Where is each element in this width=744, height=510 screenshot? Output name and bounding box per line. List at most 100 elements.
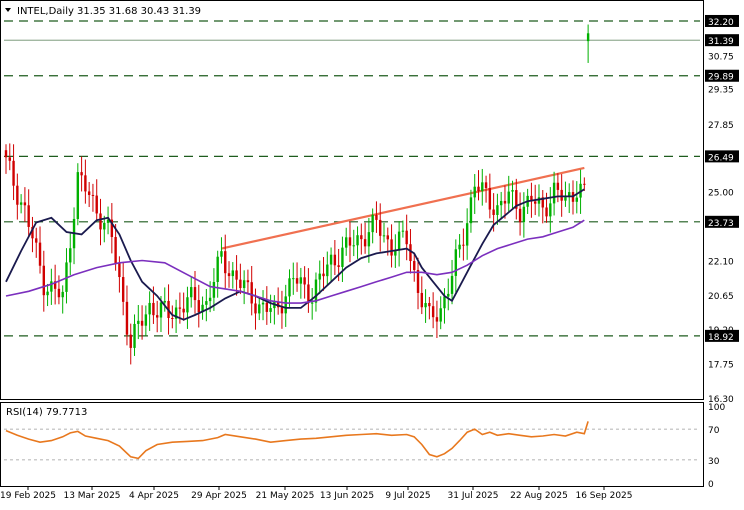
candle-body	[511, 190, 514, 192]
level-price-tag: 32.20	[705, 14, 739, 28]
level-price-tag: 29.89	[705, 69, 739, 83]
candle-body	[394, 250, 397, 256]
candle-body	[182, 308, 185, 313]
last-price-tag-text: 31.39	[708, 37, 734, 47]
y-tick-label: 17.75	[708, 361, 734, 371]
candle	[129, 323, 132, 365]
candle-body	[360, 235, 363, 240]
candle-body	[118, 263, 121, 278]
candle-body	[431, 306, 435, 318]
candle-body	[265, 302, 269, 312]
candle-body	[326, 264, 329, 277]
candle	[38, 226, 42, 274]
candle	[4, 144, 8, 174]
y-tick-label: 27.85	[708, 121, 734, 131]
fast-ma-line	[5, 188, 585, 321]
candle-body	[541, 197, 544, 208]
candle	[224, 234, 227, 290]
candle	[405, 214, 408, 261]
candle	[428, 296, 431, 320]
x-tick-label: 13 Mar 2025	[63, 491, 120, 501]
candle	[333, 240, 337, 276]
candle	[80, 156, 83, 192]
candle-body	[152, 302, 155, 316]
candle-body	[499, 200, 503, 206]
candle-body	[19, 202, 23, 205]
candle-body	[121, 277, 125, 302]
candle-body	[424, 303, 427, 308]
candle	[329, 247, 333, 282]
candle-body	[473, 186, 476, 198]
candle	[76, 163, 80, 226]
candle-body	[345, 237, 348, 248]
y-tick-label: 22.10	[708, 257, 734, 267]
candle-body	[454, 249, 458, 276]
candle-body	[27, 205, 30, 227]
last-price-tag: 31.39	[705, 34, 739, 47]
candle	[469, 189, 473, 233]
candle-body	[367, 232, 371, 247]
candle-body	[549, 203, 552, 217]
candle	[261, 290, 265, 321]
candle-body	[522, 206, 526, 223]
candle	[541, 190, 544, 224]
candle	[84, 159, 87, 204]
candle	[397, 221, 401, 267]
candle-body	[87, 191, 91, 195]
candle-body	[38, 242, 42, 266]
y-tick-label: 25.00	[708, 189, 734, 199]
price-panel	[0, 0, 704, 400]
candle-body	[295, 278, 299, 284]
candle-body	[208, 297, 212, 302]
candle-body	[310, 302, 314, 304]
candle	[575, 181, 578, 214]
candle	[488, 173, 492, 219]
candle	[121, 262, 125, 316]
candle-body	[80, 172, 83, 176]
candle	[190, 277, 193, 308]
candle	[12, 144, 15, 201]
candle	[8, 143, 11, 171]
candle	[197, 284, 200, 328]
rsi-line	[5, 421, 589, 460]
candle	[560, 174, 563, 217]
candle-body	[280, 307, 284, 314]
candle-body	[428, 303, 431, 307]
candle-body	[288, 278, 291, 297]
rsi-y-tick-label: 100	[708, 403, 725, 413]
level-price-tag: 18.92	[705, 329, 739, 343]
candle-body	[488, 187, 492, 210]
price-plot	[4, 20, 700, 365]
candle	[69, 231, 72, 276]
candle	[216, 250, 219, 298]
candle	[420, 276, 423, 315]
candle	[515, 178, 518, 220]
candle-body	[530, 195, 533, 202]
candle-body	[61, 291, 64, 298]
candle	[379, 203, 382, 252]
candle	[163, 287, 166, 312]
candle	[586, 24, 590, 63]
candle	[382, 222, 386, 243]
candle	[424, 289, 427, 323]
candle	[27, 189, 30, 238]
candle-body	[386, 235, 389, 240]
candle	[269, 294, 272, 324]
candle	[91, 183, 95, 212]
candle-body	[556, 182, 560, 190]
candle-body	[382, 235, 386, 237]
candle	[458, 234, 461, 258]
candle	[341, 236, 344, 282]
candle-body	[337, 265, 340, 267]
candle	[326, 251, 329, 286]
candle	[443, 288, 446, 324]
level-price-tag: 23.73	[705, 215, 739, 229]
candle-body	[246, 280, 250, 283]
candle	[239, 263, 242, 295]
y-tick-label: 29.35	[708, 86, 734, 96]
candle-body	[140, 320, 144, 326]
collapse-triangle-icon[interactable]	[5, 8, 11, 12]
candle	[568, 183, 571, 214]
candle-body	[69, 248, 72, 263]
last-price-tag-bg	[705, 34, 739, 47]
